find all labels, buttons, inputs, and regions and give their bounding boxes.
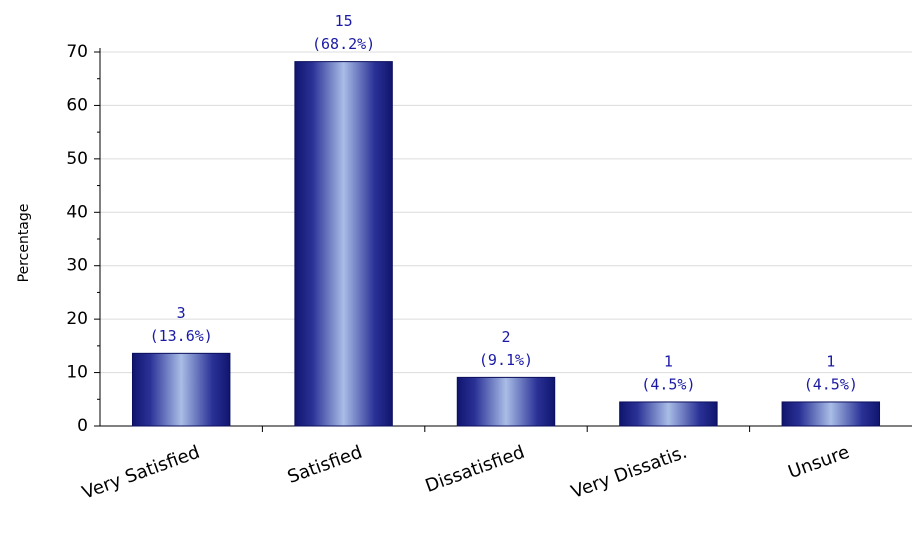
x-axis-labels: Very Satisfied Satisfied Dissatisfied Very …: [79, 442, 852, 504]
bar: [456, 376, 556, 427]
data-labels: 3 (13.6%) 15 (68.2%) 2 (9.1%) 1 (4.5%) 1 (4.5%): [150, 12, 858, 393]
bar: [131, 352, 231, 427]
grid-lines: [100, 51, 912, 374]
y-tick-label: 60: [66, 95, 88, 115]
data-label-count: 15: [335, 12, 353, 30]
data-label-count: 1: [826, 352, 835, 370]
bars: [131, 61, 881, 427]
y-tick-label: 10: [66, 363, 88, 383]
x-category-label: Dissatisfied: [423, 442, 528, 497]
bar: [619, 401, 718, 427]
y-tick-label: 40: [66, 202, 88, 222]
bar: [781, 401, 881, 427]
y-tick-label: 50: [66, 149, 88, 169]
y-axis-ticks: 0 10 20 30 40 50 60 70: [66, 42, 100, 436]
bar: [294, 61, 393, 427]
data-label-percent: (13.6%): [150, 327, 213, 345]
data-label-count: 1: [664, 352, 673, 370]
data-label-count: 3: [177, 304, 186, 322]
y-tick-label: 70: [66, 42, 88, 62]
x-category-label: Very Satisfied: [79, 442, 202, 504]
x-category-label: Very Dissatis.: [568, 442, 689, 503]
y-axis-label: Percentage: [16, 204, 32, 283]
y-tick-label: 30: [66, 256, 88, 276]
data-label-percent: (9.1%): [479, 351, 533, 369]
data-label-percent: (68.2%): [312, 35, 375, 53]
y-tick-label: 0: [77, 416, 88, 436]
x-category-label: Unsure: [785, 442, 852, 483]
x-category-label: Satisfied: [285, 442, 365, 488]
y-tick-label: 20: [66, 309, 88, 329]
data-label-percent: (4.5%): [804, 375, 858, 393]
data-label-percent: (4.5%): [641, 375, 695, 393]
data-label-count: 2: [501, 328, 510, 346]
